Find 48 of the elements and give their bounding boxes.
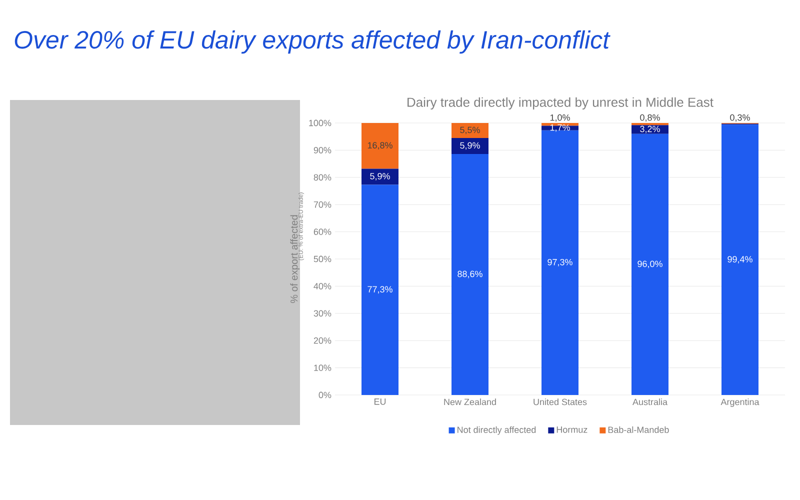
y-tick-label: 40%: [314, 282, 332, 290]
bar: [362, 168, 399, 185]
x-tick-label: New Zealand: [444, 398, 496, 406]
bar: [452, 122, 489, 138]
y-tick-label: 10%: [314, 364, 332, 371]
data-label: 0,3%: [730, 114, 750, 122]
data-label: 5,5%: [460, 126, 480, 134]
bar: [362, 184, 399, 395]
bar: [452, 154, 489, 395]
y-tick-label: 100%: [309, 120, 332, 126]
y-tick-label: 20%: [314, 337, 332, 344]
data-label: 88,6%: [458, 270, 482, 278]
bar: [721, 124, 758, 395]
y-tick-label: 0%: [318, 392, 332, 398]
bar: [542, 130, 578, 395]
data-label: 96,0%: [638, 260, 662, 268]
data-label: 97,3%: [548, 258, 572, 266]
data-label: 99,4%: [728, 256, 752, 264]
y-tick-label: 30%: [314, 310, 332, 317]
bar: [362, 122, 399, 169]
y-tick-label: 80%: [314, 174, 332, 181]
bar: [632, 134, 668, 395]
y-axis-title: % of export affected: [290, 215, 300, 304]
x-tick-label: United States: [534, 398, 587, 406]
bar: [632, 122, 668, 126]
data-label: 77,3%: [368, 286, 392, 294]
x-tick-label: EU: [374, 398, 386, 405]
legend-label: Hormuz: [556, 426, 588, 433]
y-tick-label: 60%: [314, 228, 332, 235]
legend-label: Bab-al-Mandeb: [608, 426, 669, 433]
bar: [632, 125, 668, 134]
y-tick-label: 90%: [314, 147, 332, 154]
x-tick-label: Argentina: [720, 398, 760, 407]
data-label: 1,7%: [550, 124, 570, 132]
bar: [452, 138, 489, 154]
bar: [542, 126, 578, 130]
chart-subtitle: Dairy trade directly impacted by unrest in Middle East: [408, 97, 714, 110]
x-tick-label: Australia: [632, 398, 668, 406]
y-tick-label: 50%: [314, 256, 332, 262]
data-label: 16,8%: [368, 142, 392, 150]
y-tick-label: 70%: [314, 201, 332, 208]
data-label: 1,0%: [550, 114, 570, 122]
legend-label: Not directly affected: [458, 426, 536, 435]
chart-title: Over 20% of EU dairy exports affected by Iran-conflict: [14, 30, 610, 54]
data-label: 5,9%: [370, 172, 390, 180]
data-label: 3,2%: [640, 126, 660, 134]
data-label: 0,8%: [640, 114, 660, 122]
data-label: 5,9%: [460, 142, 480, 150]
